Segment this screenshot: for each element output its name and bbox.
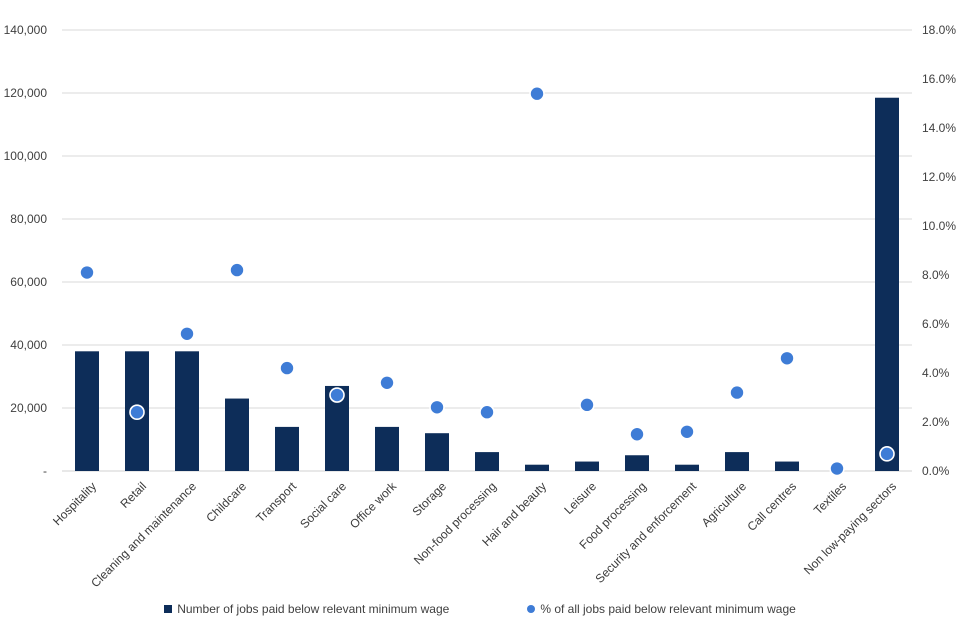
category-label: Agriculture <box>699 479 750 530</box>
right-axis-tick-label: 0.0% <box>922 464 950 478</box>
right-axis-tick-label: 6.0% <box>922 317 950 331</box>
bar-hair-and-beauty <box>525 464 549 471</box>
category-label: Retail <box>118 479 150 511</box>
category-label: Office work <box>347 479 400 532</box>
dot-non-low-paying-sectors <box>879 446 895 462</box>
category-label: Storage <box>410 479 450 519</box>
chart-legend: Number of jobs paid below relevant minim… <box>0 602 960 616</box>
dot-leisure <box>579 397 595 413</box>
category-label: Security and enforcement <box>593 479 700 586</box>
chart-canvas: 140,000 120,000 100,000 80,000 60,000 40,000 2… <box>4 23 957 590</box>
bar-cleaning-and-maintenance <box>175 351 199 471</box>
dot-hair-and-beauty <box>529 85 545 102</box>
dot-retail <box>129 404 145 421</box>
right-axis-tick-label: 2.0% <box>922 415 950 429</box>
dot-textiles <box>829 460 845 477</box>
bar-hospitality <box>75 351 99 471</box>
right-axis-tick-label: 12.0% <box>922 170 956 184</box>
left-axis-tick-label: 140,000 <box>4 23 48 37</box>
right-axis-tick-label: 8.0% <box>922 268 950 282</box>
category-label: Hospitality <box>50 479 99 528</box>
left-axis-tick-label: 60,000 <box>10 275 47 289</box>
dot-food-processing <box>629 426 645 443</box>
right-axis-tick-label: 16.0% <box>922 72 956 86</box>
category-label: Leisure <box>561 479 599 517</box>
category-label: Non-food processing <box>411 479 499 567</box>
left-axis-tick-label: 40,000 <box>10 338 47 352</box>
dot-agriculture <box>729 384 745 401</box>
dot-transport <box>279 360 295 376</box>
bar-childcare <box>225 398 249 471</box>
left-axis-tick-label: 100,000 <box>4 149 48 163</box>
legend-item-dots: % of all jobs paid below relevant minimu… <box>527 602 796 616</box>
category-label: Cleaning and maintenance <box>88 479 199 590</box>
legend-item-bars: Number of jobs paid below relevant minim… <box>164 602 449 616</box>
right-axis-tick-label: 18.0% <box>922 23 956 37</box>
bar-office-work <box>375 426 399 471</box>
bar-agriculture <box>725 452 749 471</box>
right-axis-tick-label: 10.0% <box>922 219 956 233</box>
bar-non-low-paying-sectors <box>875 97 899 471</box>
dot-cleaning-and-maintenance <box>179 325 195 342</box>
dot-call-centres <box>779 350 795 367</box>
bar-series-swatch-icon <box>164 605 173 613</box>
dot-security-and-enforcement <box>679 423 695 440</box>
dot-childcare <box>229 262 245 278</box>
dot-social-care <box>329 387 345 403</box>
bar-non-food-processing <box>475 452 499 471</box>
category-label: Call centres <box>744 479 799 534</box>
category-label: Non low-paying sectors <box>801 479 899 577</box>
bar-food-processing <box>625 455 649 471</box>
dot-series-swatch-icon <box>527 605 536 613</box>
left-axis-tick-label: - <box>43 464 47 478</box>
bar-transport <box>275 426 299 471</box>
right-axis-tick-label: 14.0% <box>922 121 956 135</box>
legend-label-bars: Number of jobs paid below relevant minim… <box>177 602 450 616</box>
category-label: Transport <box>253 479 299 525</box>
bar-leisure <box>575 461 599 471</box>
legend-label-dots: % of all jobs paid below relevant minimu… <box>540 602 796 616</box>
dot-storage <box>429 399 445 416</box>
dot-office-work <box>379 374 395 391</box>
bar-call-centres <box>775 461 799 471</box>
category-label: Childcare <box>203 479 249 525</box>
left-axis-tick-label: 20,000 <box>10 401 47 415</box>
bar-security-and-enforcement <box>675 464 699 471</box>
bar-storage <box>425 433 449 471</box>
left-axis-tick-label: 120,000 <box>4 86 48 100</box>
left-axis-tick-label: 80,000 <box>10 212 47 226</box>
category-label: Social care <box>297 479 349 531</box>
dot-hospitality <box>79 264 95 281</box>
right-axis-tick-label: 4.0% <box>922 366 950 380</box>
dot-non-food-processing <box>479 404 495 421</box>
category-label: Textiles <box>811 479 849 517</box>
